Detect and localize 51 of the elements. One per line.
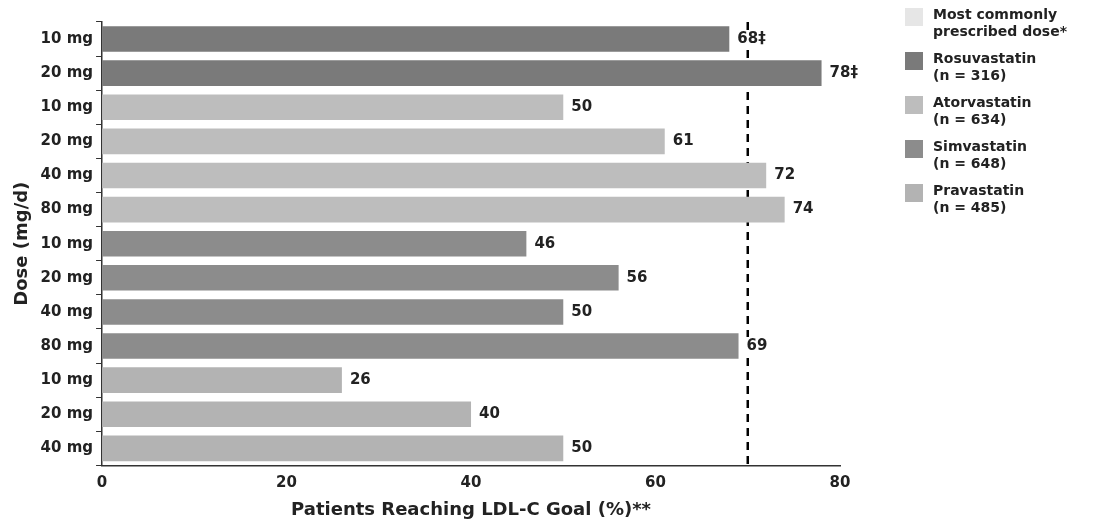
data-label: 69 <box>746 335 768 354</box>
x-axis-title: Patients Reaching LDL-C Goal (%)** <box>291 497 652 519</box>
y-tick-label: 80 mg <box>40 199 94 218</box>
data-label: 56 <box>626 267 648 286</box>
legend-label: Rosuvastatin (n = 316) <box>933 50 1037 84</box>
y-axis-title: Dose (mg/d) <box>10 181 32 306</box>
data-label: 74 <box>792 199 814 218</box>
bar <box>102 196 785 223</box>
y-tick-label: 40 mg <box>40 165 94 184</box>
bar <box>102 401 472 428</box>
y-tick-label: 80 mg <box>40 335 94 354</box>
data-label: 46 <box>534 233 556 252</box>
y-tick-label: 40 mg <box>40 438 94 457</box>
y-tick-label: 10 mg <box>40 97 94 116</box>
bar <box>102 265 619 291</box>
data-label: 40 <box>479 404 500 423</box>
y-tick-label: 20 mg <box>40 267 94 286</box>
y-tick-label: 10 mg <box>40 28 94 47</box>
data-label: 50 <box>571 97 593 116</box>
data-label: 78‡ <box>829 63 859 82</box>
x-tick-label: 0 <box>96 473 108 492</box>
bar <box>102 162 767 189</box>
y-tick-label: 20 mg <box>40 63 94 82</box>
bar <box>102 367 342 393</box>
data-label: 61 <box>672 131 694 150</box>
bar <box>102 128 665 155</box>
bar <box>102 94 564 121</box>
bar <box>102 60 822 86</box>
legend-label: Pravastatin (n = 485) <box>933 182 1025 216</box>
bar <box>102 333 739 359</box>
y-tick-label: 20 mg <box>40 404 94 423</box>
x-tick-label: 80 <box>829 473 851 492</box>
data-label: 50 <box>571 301 593 320</box>
x-tick-label: 60 <box>645 473 666 492</box>
y-tick-label: 40 mg <box>40 301 94 320</box>
x-tick-label: 40 <box>460 473 482 492</box>
y-tick-label: 10 mg <box>40 370 94 389</box>
data-label: 26 <box>349 370 371 389</box>
x-tick-label: 20 <box>276 473 297 492</box>
bar <box>102 26 730 52</box>
y-tick-label: 10 mg <box>40 233 94 252</box>
legend-label: Simvastatin (n = 648) <box>933 138 1027 172</box>
data-label: 72 <box>774 165 796 184</box>
bar <box>102 435 564 462</box>
y-tick-label: 20 mg <box>40 131 94 150</box>
data-label: 50 <box>571 438 593 457</box>
bar <box>102 299 564 325</box>
data-label: 68‡ <box>737 28 767 47</box>
bar <box>102 230 527 257</box>
legend-label: Atorvastatin (n = 634) <box>933 94 1032 128</box>
text: Most commonly prescribed dose* <box>933 6 1068 40</box>
